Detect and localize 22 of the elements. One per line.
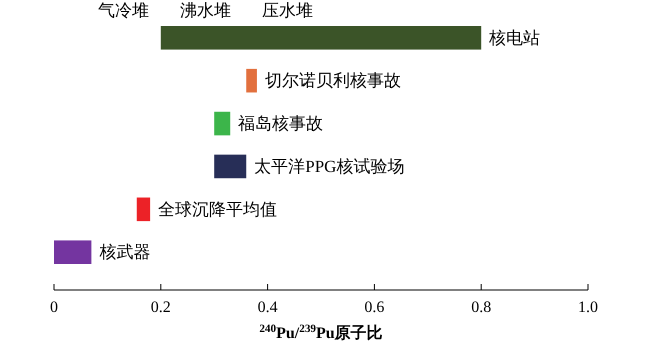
annotation: 沸水堆 — [180, 1, 231, 20]
y-tick-label: 全球沉降平均值 — [158, 200, 278, 219]
y-tick-label: 切尔诺贝利核事故 — [264, 71, 401, 90]
x-tick-label: 0.8 — [471, 299, 492, 316]
bar — [54, 240, 92, 264]
x-tick-label: 0.4 — [258, 299, 278, 316]
bar — [136, 198, 150, 222]
annotation: 气冷堆 — [98, 1, 149, 20]
annotation: 压水堆 — [262, 1, 313, 20]
bar — [160, 26, 482, 50]
bar — [214, 112, 230, 136]
x-tick-label: 0.2 — [150, 299, 171, 316]
x-tick-label: 0 — [50, 299, 58, 316]
y-tick-label: 福岛核事故 — [238, 114, 324, 134]
x-axis-title: $^{240}$Pu/$^{239}$Pu原子比 — [259, 323, 383, 342]
y-tick-label: 太平洋PPG核试验场 — [254, 156, 404, 176]
y-tick-label: 核武器 — [98, 242, 150, 262]
x-tick-label: 1.0 — [578, 299, 598, 316]
x-tick-label: 0.6 — [364, 299, 384, 316]
bar — [214, 154, 246, 178]
y-tick-label: 核电站 — [488, 28, 540, 48]
bar — [246, 68, 257, 92]
